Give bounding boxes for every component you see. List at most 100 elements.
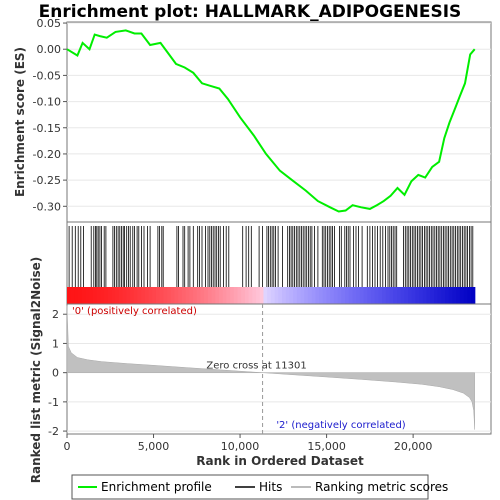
x-tick-label: 0 [64, 440, 71, 453]
rank-color-cell [393, 287, 398, 304]
rank-color-cell [426, 287, 431, 304]
es-tick-label: -0.25 [33, 174, 61, 187]
metric-tick-label: 0 [52, 367, 59, 380]
rank-color-cell [311, 287, 316, 304]
rank-color-cell [226, 287, 231, 304]
hit-lines [68, 226, 474, 288]
rank-color-cell [374, 287, 379, 304]
rank-color-cell [363, 287, 368, 304]
rank-color-cell [237, 287, 242, 304]
x-tick-label: 10,000 [221, 440, 260, 453]
rank-color-cell [152, 287, 157, 304]
rank-color-cell [322, 287, 328, 304]
rank-color-cell [319, 287, 324, 304]
rank-color-cell [333, 287, 339, 304]
rank-color-cell [345, 287, 350, 304]
rank-color-cell [256, 287, 261, 304]
es-tick-label: 0.00 [37, 43, 62, 56]
rank-color-cell [178, 287, 183, 304]
metric-tick-label: -1 [48, 396, 59, 409]
rank-color-cell [207, 287, 213, 304]
rank-color-cell [141, 287, 146, 304]
rank-color-cell [281, 287, 287, 304]
rank-color-cell [74, 287, 79, 304]
rank-color-cell [100, 287, 105, 304]
rank-color-cell [130, 287, 135, 304]
rank-color-cell [218, 287, 224, 304]
rank-color-cell [196, 287, 202, 304]
rank-color-cell [215, 287, 220, 304]
rank-color-cell [296, 287, 302, 304]
rank-color-cell [285, 287, 290, 304]
rank-color-cell [433, 287, 439, 304]
legend: Enrichment profile Hits Ranking metric s… [71, 474, 448, 500]
rank-color-cell [107, 287, 113, 304]
rank-color-cell [126, 287, 131, 304]
rank-color-cell [467, 287, 472, 304]
x-tick-label: 15,000 [307, 440, 346, 453]
es-tick-label: -0.05 [33, 69, 61, 82]
rank-color-cell [233, 287, 239, 304]
rank-color-cell [204, 287, 209, 304]
rank-color-cell [170, 287, 176, 304]
rank-color-cell [92, 287, 98, 304]
rank-color-cell [471, 287, 476, 304]
metric-axis-title: Ranked list metric (Signal2Noise) [29, 257, 43, 484]
legend-metric-label: Ranking metric scores [315, 480, 448, 494]
positive-correlation-label: '0' (positively correlated) [72, 306, 197, 317]
rank-color-cell [289, 287, 294, 304]
rank-color-cell [89, 287, 94, 304]
rank-color-cell [441, 287, 446, 304]
x-tick-label: 20,000 [394, 440, 433, 453]
rank-color-cell [118, 287, 124, 304]
rank-color-cell [448, 287, 454, 304]
es-panel [66, 21, 492, 223]
rank-color-cell [326, 287, 331, 304]
es-tick-label: -0.20 [33, 148, 61, 161]
es-axis-title: Enrichment score (ES) [13, 47, 27, 197]
rank-color-cell [415, 287, 420, 304]
es-gridlines [67, 22, 491, 207]
rank-color-cell [452, 287, 457, 304]
rank-color-cell [85, 287, 90, 304]
rank-color-cell [356, 287, 361, 304]
rank-color-cell [463, 287, 468, 304]
metric-tick-label: 2 [52, 308, 59, 321]
rank-color-cell [163, 287, 168, 304]
rank-color-cell [408, 287, 413, 304]
rank-color-cell [133, 287, 139, 304]
rank-color-cell [267, 287, 272, 304]
negative-correlation-label: '2' (negatively correlated) [276, 420, 405, 431]
rank-color-cell [189, 287, 194, 304]
rank-color-bar [67, 287, 476, 304]
rank-color-cell [459, 287, 465, 304]
rank-color-cell [144, 287, 150, 304]
rank-color-cell [167, 287, 172, 304]
es-tick-label: 0.05 [37, 17, 62, 30]
metric-y-ticks: 2 1 0 -1 -2 [48, 308, 67, 438]
rank-color-cell [404, 287, 409, 304]
x-ticks: 0 5,000 10,000 15,000 20,000 [64, 434, 433, 453]
rank-color-cell [241, 287, 246, 304]
rank-color-cell [307, 287, 313, 304]
legend-hits-label: Hits [259, 480, 282, 494]
rank-color-cell [378, 287, 383, 304]
rank-color-cell [148, 287, 153, 304]
rank-color-cell [104, 287, 109, 304]
ranking-metric-area [66, 305, 475, 430]
rank-color-cell [200, 287, 205, 304]
rank-color-cell [96, 287, 101, 304]
rank-color-cell [411, 287, 417, 304]
zero-cross-label: Zero cross at 11301 [206, 361, 306, 372]
rank-color-cell [137, 287, 142, 304]
rank-color-cell [78, 287, 83, 304]
x-tick-label: 5,000 [138, 440, 170, 453]
rank-color-cell [437, 287, 442, 304]
rank-color-cell [244, 287, 250, 304]
rank-color-cell [389, 287, 394, 304]
rank-color-cell [367, 287, 372, 304]
rank-color-cell [352, 287, 357, 304]
enrichment-profile-line [66, 29, 476, 213]
rank-color-cell [115, 287, 120, 304]
